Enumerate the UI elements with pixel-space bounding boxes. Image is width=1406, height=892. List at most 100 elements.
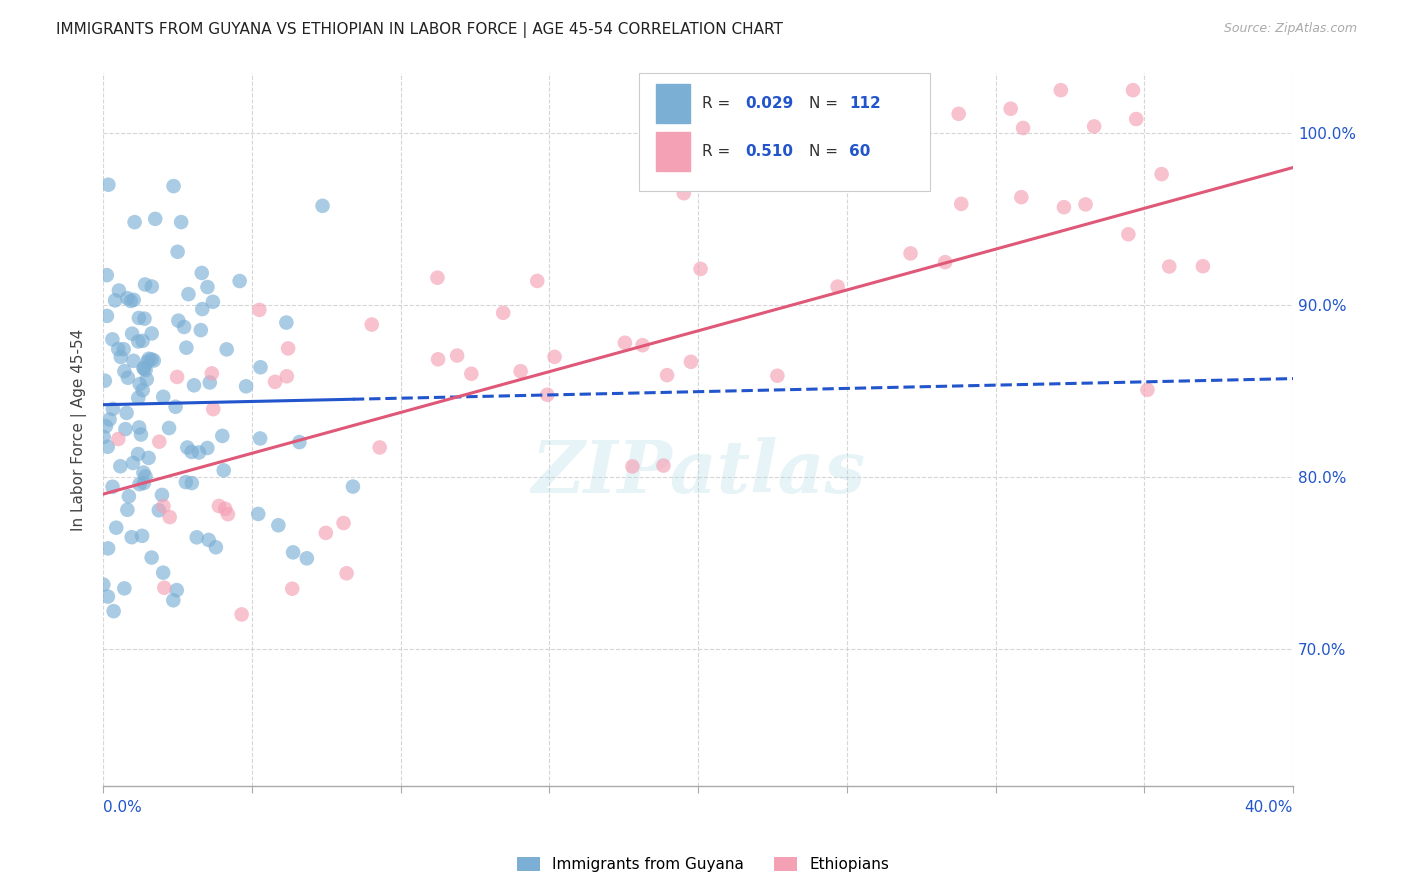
Point xyxy=(235,379,257,393)
Text: 60: 60 xyxy=(849,144,870,159)
Point xyxy=(97,590,120,604)
Point xyxy=(180,445,202,459)
Point xyxy=(332,516,354,530)
Text: ZIPatlas: ZIPatlas xyxy=(531,437,865,508)
Point xyxy=(228,274,250,288)
Point xyxy=(124,215,146,229)
Text: Source: ZipAtlas.com: Source: ZipAtlas.com xyxy=(1223,22,1357,36)
Point xyxy=(121,530,143,544)
Point xyxy=(1118,227,1140,242)
Point xyxy=(195,441,218,455)
Point xyxy=(117,503,139,517)
Point xyxy=(105,521,128,535)
Point xyxy=(198,376,221,390)
Point xyxy=(191,302,214,317)
Point xyxy=(180,476,202,491)
Point xyxy=(509,364,531,378)
Point xyxy=(173,320,195,334)
Point xyxy=(1122,83,1144,97)
Point xyxy=(208,499,231,513)
Point xyxy=(141,279,163,293)
Point xyxy=(281,582,304,596)
Point xyxy=(135,363,157,377)
Point xyxy=(197,533,219,547)
Point xyxy=(152,499,174,513)
Point xyxy=(117,370,139,384)
Point xyxy=(97,541,120,556)
Point xyxy=(689,261,711,276)
Point xyxy=(1000,102,1022,116)
Point xyxy=(215,343,238,357)
Point xyxy=(120,293,142,308)
Point xyxy=(115,406,138,420)
Point xyxy=(1053,200,1076,214)
Point xyxy=(127,447,149,461)
Point xyxy=(1125,112,1147,126)
Point xyxy=(231,607,253,622)
Bar xyxy=(657,84,690,123)
Point xyxy=(188,445,211,459)
Point xyxy=(152,566,174,580)
Point xyxy=(183,378,205,392)
Point xyxy=(492,306,515,320)
Point xyxy=(631,338,654,352)
Point xyxy=(176,441,198,455)
Point xyxy=(97,440,120,454)
Point xyxy=(131,529,153,543)
Point xyxy=(1192,259,1215,273)
Point xyxy=(948,107,970,121)
Point xyxy=(112,343,135,357)
Point xyxy=(186,530,208,544)
Point xyxy=(110,459,132,474)
Point xyxy=(162,593,184,607)
Point xyxy=(1012,120,1035,135)
Point xyxy=(101,332,124,346)
Text: 0.0%: 0.0% xyxy=(103,800,142,815)
Point xyxy=(426,270,449,285)
Point xyxy=(170,215,193,229)
Point xyxy=(91,577,114,591)
Point xyxy=(141,352,163,367)
Point xyxy=(360,318,382,332)
Point xyxy=(127,334,149,349)
Point xyxy=(157,421,180,435)
Point xyxy=(96,309,118,323)
Point xyxy=(117,291,139,305)
Point xyxy=(148,503,170,517)
Point xyxy=(166,583,188,598)
Point xyxy=(132,361,155,376)
Text: 112: 112 xyxy=(849,96,882,112)
Point xyxy=(652,458,675,473)
Point xyxy=(950,197,973,211)
Point xyxy=(543,350,565,364)
Point xyxy=(138,450,160,465)
Point xyxy=(101,480,124,494)
Legend: Immigrants from Guyana, Ethiopians: Immigrants from Guyana, Ethiopians xyxy=(509,849,897,880)
Point xyxy=(142,353,165,368)
Point xyxy=(176,341,198,355)
Point xyxy=(613,335,636,350)
Point xyxy=(191,266,214,280)
Point xyxy=(247,507,270,521)
Point xyxy=(153,581,176,595)
Point xyxy=(103,604,125,618)
Point xyxy=(134,277,156,292)
Point xyxy=(136,355,159,369)
Point xyxy=(679,355,702,369)
Point xyxy=(177,287,200,301)
Point xyxy=(536,388,558,402)
Point xyxy=(249,360,271,375)
Point xyxy=(211,429,233,443)
Point xyxy=(134,469,156,483)
Point xyxy=(264,375,287,389)
Point xyxy=(1083,120,1105,134)
Point xyxy=(134,311,156,326)
Point xyxy=(159,510,181,524)
Point xyxy=(132,475,155,490)
Point xyxy=(110,350,132,364)
Point xyxy=(1159,260,1181,274)
Point xyxy=(460,367,482,381)
Point xyxy=(167,313,190,327)
Point xyxy=(1049,83,1071,97)
Point xyxy=(281,545,304,559)
